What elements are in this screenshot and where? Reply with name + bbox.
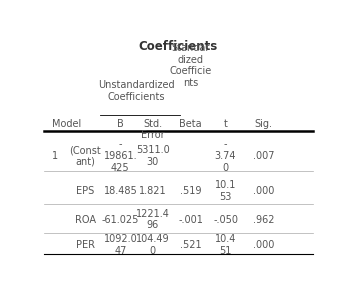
Text: (Const
ant): (Const ant) xyxy=(70,145,101,167)
Text: Sig.: Sig. xyxy=(254,119,272,129)
Text: 5311.0
30: 5311.0 30 xyxy=(136,145,169,167)
Text: PER: PER xyxy=(76,240,95,250)
Text: B: B xyxy=(117,119,124,129)
Text: .000: .000 xyxy=(253,240,274,250)
Text: 10.1
53: 10.1 53 xyxy=(215,180,236,202)
Text: -.050: -.050 xyxy=(213,215,238,225)
Text: ROA: ROA xyxy=(75,215,96,225)
Text: 1221.4
96: 1221.4 96 xyxy=(136,209,170,231)
Text: -61.025: -61.025 xyxy=(102,215,139,225)
Text: Unstandardized
Coefficients: Unstandardized Coefficients xyxy=(98,80,175,102)
Text: Standar
dized
Coefficie
nts: Standar dized Coefficie nts xyxy=(169,43,212,88)
Text: Beta: Beta xyxy=(179,119,202,129)
Text: -
3.74
0: - 3.74 0 xyxy=(215,139,236,173)
Text: Std.
Error: Std. Error xyxy=(141,119,165,140)
Text: 18.485: 18.485 xyxy=(103,186,137,196)
Text: 1.821: 1.821 xyxy=(139,186,167,196)
Text: EPS: EPS xyxy=(76,186,94,196)
Text: 10.4
51: 10.4 51 xyxy=(215,234,236,256)
Text: 1092.0
47: 1092.0 47 xyxy=(103,234,137,256)
Text: .000: .000 xyxy=(253,186,274,196)
Text: .962: .962 xyxy=(253,215,274,225)
Text: 1: 1 xyxy=(52,151,58,161)
Text: t: t xyxy=(224,119,228,129)
Text: -.001: -.001 xyxy=(178,215,203,225)
Text: Coefficients: Coefficients xyxy=(139,40,218,53)
Text: .519: .519 xyxy=(180,186,201,196)
Text: -
19861.
425: - 19861. 425 xyxy=(104,139,137,173)
Text: .521: .521 xyxy=(180,240,201,250)
Text: .007: .007 xyxy=(253,151,274,161)
Text: 104.49
0: 104.49 0 xyxy=(136,234,169,256)
Text: Model: Model xyxy=(52,119,81,129)
